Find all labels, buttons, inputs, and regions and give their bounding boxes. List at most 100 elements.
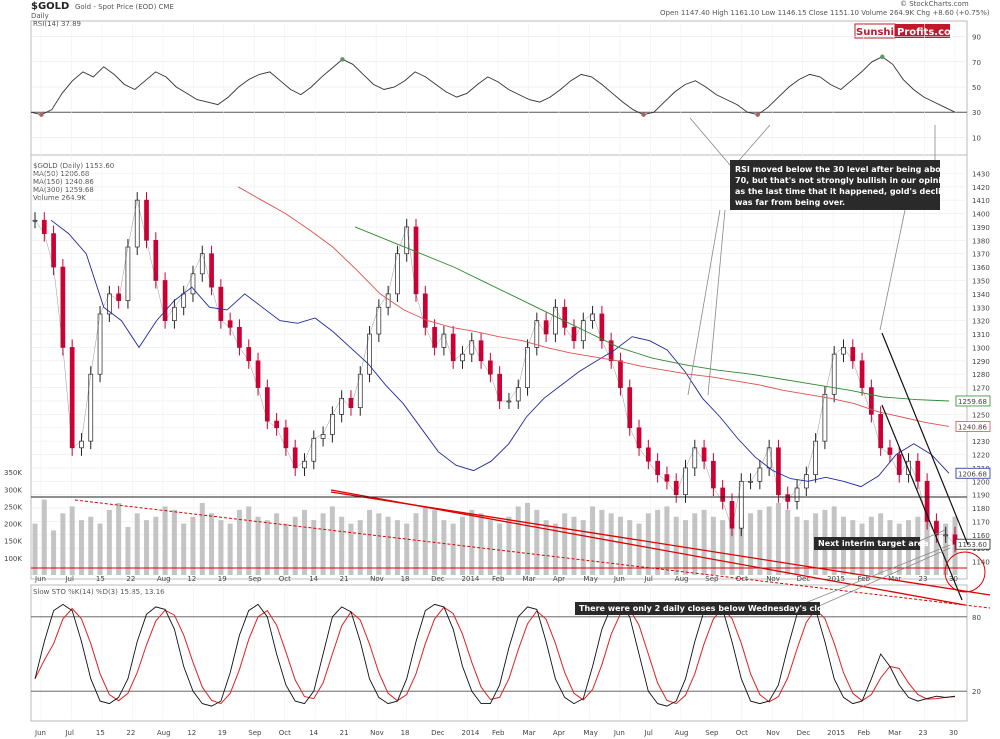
x-tick-label-bottom: Jun bbox=[34, 729, 46, 737]
x-tick-label: 22 bbox=[126, 575, 135, 583]
volume-bar bbox=[236, 509, 242, 575]
volume-tick-label: 150K bbox=[4, 538, 22, 546]
price-tick-label: 1390 bbox=[972, 224, 990, 232]
x-tick-label-bottom: Aug bbox=[157, 729, 171, 737]
volume-bar bbox=[636, 523, 642, 575]
volume-bar bbox=[134, 513, 140, 575]
price-tick-label: 1410 bbox=[972, 197, 990, 205]
axis-layer: 1030507090114011501160117011801190120012… bbox=[4, 34, 991, 737]
price-tick-label: 1290 bbox=[972, 358, 990, 366]
volume-bar bbox=[413, 513, 419, 575]
price-value-box bbox=[955, 395, 991, 407]
volume-bar bbox=[125, 527, 131, 575]
x-tick-label-bottom: Jul bbox=[64, 729, 74, 737]
volume-bar bbox=[534, 509, 540, 575]
volume-bar bbox=[227, 523, 233, 575]
x-tick-label: Mar bbox=[522, 575, 535, 583]
x-tick-label: 21 bbox=[340, 575, 349, 583]
price-tick-label: 1250 bbox=[972, 411, 990, 419]
volume-bar bbox=[116, 503, 122, 575]
volume-bar bbox=[478, 513, 484, 575]
volume-bar bbox=[144, 520, 150, 575]
volume-bar bbox=[748, 513, 754, 575]
price-tick-label: 1200 bbox=[972, 478, 990, 486]
closes-annotation: There were only 2 daily closes below Wed… bbox=[575, 602, 833, 615]
legend-price: $GOLD (Daily) 1153.60 bbox=[33, 162, 114, 170]
x-tick-label: Dec bbox=[797, 575, 811, 583]
x-tick-label-bottom: Dec bbox=[431, 729, 445, 737]
price-value-label: 1153.60 bbox=[958, 541, 987, 549]
volume-bar bbox=[357, 520, 363, 575]
volume-bar bbox=[376, 513, 382, 575]
volume-bar bbox=[738, 516, 744, 575]
x-tick-label: Apr bbox=[553, 575, 565, 583]
volume-bar bbox=[710, 516, 716, 575]
stoch-tick-label: 20 bbox=[972, 688, 981, 696]
volume-bar bbox=[209, 513, 215, 575]
stoch-label: Slow STO %K(14) %D(3) 15.85, 13.16 bbox=[33, 588, 165, 596]
volume-tick-label: 100K bbox=[4, 555, 22, 563]
volume-bar bbox=[487, 520, 493, 575]
rsi-overbought-mark bbox=[340, 57, 345, 62]
volume-bar bbox=[88, 516, 94, 575]
x-tick-label-bottom: 30 bbox=[949, 729, 958, 737]
x-tick-label-bottom: 23 bbox=[919, 729, 928, 737]
x-tick-label-bottom: 18 bbox=[401, 729, 410, 737]
volume-bar bbox=[367, 509, 373, 575]
price-tick-label: 1380 bbox=[972, 237, 990, 245]
volume-bar bbox=[785, 509, 791, 575]
x-tick-label: 12 bbox=[187, 575, 196, 583]
volume-bar bbox=[385, 516, 391, 575]
x-tick-label-bottom: Dec bbox=[797, 729, 811, 737]
x-tick-label: Mar bbox=[888, 575, 901, 583]
volume-bar bbox=[924, 513, 930, 575]
x-tick-label: 18 bbox=[401, 575, 410, 583]
rsi-tick-label: 90 bbox=[972, 34, 981, 42]
symbol-description: Gold - Spot Price (EOD) CME bbox=[75, 3, 174, 11]
trendline-lower-2 bbox=[330, 491, 991, 596]
volume-bar bbox=[441, 520, 447, 575]
volume-bar bbox=[794, 516, 800, 575]
price-close-line bbox=[34, 200, 956, 545]
volume-bar bbox=[803, 520, 809, 575]
x-tick-label-bottom: Feb bbox=[492, 729, 505, 737]
x-tick-label-bottom: 14 bbox=[309, 729, 318, 737]
volume-bar bbox=[162, 506, 168, 575]
price-tick-label: 1350 bbox=[972, 277, 990, 285]
volume-bar bbox=[664, 506, 670, 575]
volume-bar bbox=[766, 506, 772, 575]
x-tick-label-bottom: Sep bbox=[705, 729, 719, 737]
x-tick-label-bottom: Mar bbox=[522, 729, 535, 737]
volume-bar bbox=[153, 516, 159, 575]
legend-ma50: MA(50) 1206.68 bbox=[33, 170, 89, 178]
rsi-oversold-mark bbox=[641, 112, 646, 117]
volume-bar bbox=[608, 513, 614, 575]
x-tick-label: Dec bbox=[431, 575, 445, 583]
x-tick-label-bottom: 2014 bbox=[462, 729, 480, 737]
x-tick-label-bottom: 21 bbox=[340, 729, 349, 737]
volume-tick-label: 200K bbox=[4, 521, 22, 529]
price-value-box bbox=[955, 467, 991, 479]
legend-volume: Volume 264.9K bbox=[33, 194, 86, 202]
price-value-box bbox=[955, 421, 991, 432]
volume-tick-label: 300K bbox=[4, 486, 22, 494]
volume-bar bbox=[394, 520, 400, 575]
price-value-box bbox=[955, 538, 991, 550]
x-tick-label-bottom: 15 bbox=[96, 729, 105, 737]
rsi-oversold-mark bbox=[39, 112, 44, 117]
volume-bar bbox=[97, 523, 103, 575]
price-tick-label: 1320 bbox=[972, 318, 990, 326]
grid-lines bbox=[31, 24, 967, 719]
x-tick-label-bottom: Nov bbox=[370, 729, 384, 737]
volume-bar bbox=[599, 509, 605, 575]
x-tick-label: 15 bbox=[96, 575, 105, 583]
x-tick-label: Aug bbox=[157, 575, 171, 583]
volume-bar bbox=[497, 523, 503, 575]
volume-bar bbox=[701, 509, 707, 575]
price-tick-label: 1170 bbox=[972, 518, 990, 526]
x-tick-label-bottom: Mar bbox=[888, 729, 901, 737]
rsi-tick-label: 10 bbox=[972, 134, 981, 142]
ohlc-readout: Open 1147.40 High 1161.10 Low 1146.15 Cl… bbox=[660, 9, 990, 17]
volume-bar bbox=[720, 520, 726, 575]
x-tick-label: Jul bbox=[64, 575, 74, 583]
